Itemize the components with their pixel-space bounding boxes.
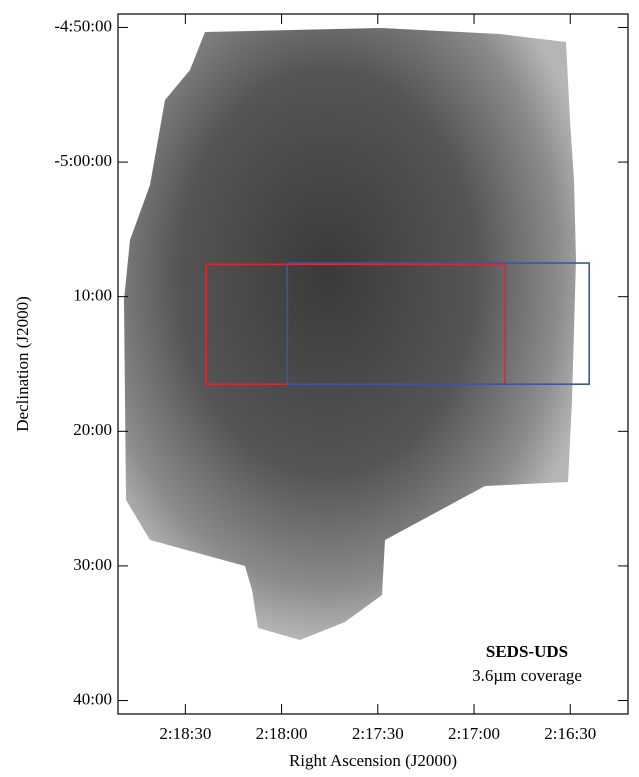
x-tick-label: 2:17:30 bbox=[352, 724, 404, 743]
annotation: SEDS-UDS bbox=[486, 642, 568, 661]
y-axis-label: Declination (J2000) bbox=[13, 296, 32, 432]
y-tick-label: 20:00 bbox=[73, 420, 112, 439]
x-axis-label: Right Ascension (J2000) bbox=[289, 751, 457, 770]
x-tick-label: 2:18:00 bbox=[256, 724, 308, 743]
y-tick-label: -4:50:00 bbox=[54, 16, 112, 35]
y-tick-label: 10:00 bbox=[73, 286, 112, 305]
x-tick-label: 2:17:00 bbox=[448, 724, 500, 743]
coverage-image bbox=[124, 28, 576, 640]
annotation: 3.6µm coverage bbox=[472, 666, 582, 685]
y-tick-label: -5:00:00 bbox=[54, 151, 112, 170]
plot-frame bbox=[117, 13, 629, 715]
x-tick-label: 2:18:30 bbox=[159, 724, 211, 743]
y-tick-label: 40:00 bbox=[73, 689, 112, 708]
y-tick-label: 30:00 bbox=[73, 555, 112, 574]
x-tick-label: 2:16:30 bbox=[544, 724, 596, 743]
region bbox=[286, 262, 590, 385]
